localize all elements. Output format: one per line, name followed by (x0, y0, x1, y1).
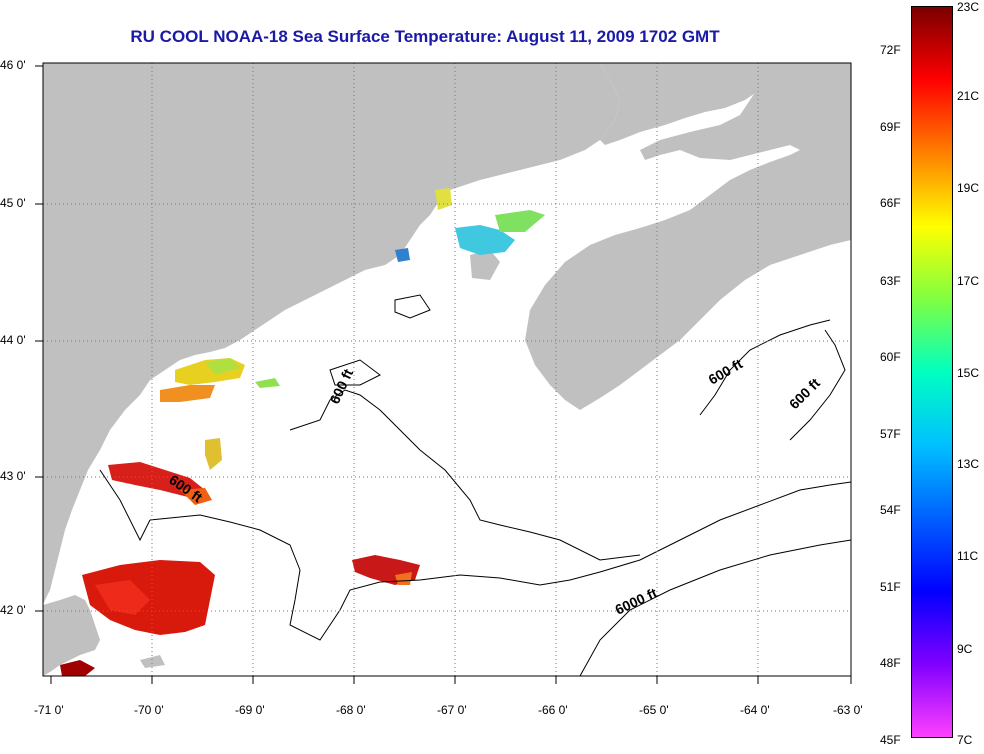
colorbar-c-label: 21C (957, 89, 980, 103)
sst-patch-green-small (255, 378, 280, 388)
sst-patch-coast-orange (160, 385, 215, 402)
contour-600ft-scotian (699, 319, 831, 416)
colorbar-f-label: 72F (880, 43, 901, 57)
sst-patch-yellow-mid (205, 438, 222, 470)
land-island (140, 655, 165, 668)
contour-600ft-inner (289, 389, 641, 561)
colorbar-f-label: 60F (880, 350, 901, 364)
colorbar-f-label: 69F (880, 120, 901, 134)
colorbar-f-label: 48F (880, 656, 901, 670)
land-new-brunswick (600, 63, 780, 145)
contour-6000ft (579, 539, 852, 677)
x-tick-label: -68 0' (336, 703, 366, 717)
grid-lines (43, 63, 851, 676)
depth-contours (99, 294, 852, 677)
land-nova-scotia (525, 63, 851, 410)
colorbar-f-label: 57F (880, 427, 901, 441)
land-new-england (43, 63, 620, 605)
colorbar-c-label: 13C (957, 457, 980, 471)
x-tick-label: -63 0' (833, 703, 863, 717)
y-tick-label: 43 0' (0, 469, 26, 483)
colorbar (911, 6, 953, 738)
colorbar-f-label: 51F (880, 580, 901, 594)
x-tick-label: -66 0' (538, 703, 568, 717)
y-tick-label: 46 0' (0, 58, 26, 72)
colorbar-c-label: 15C (957, 366, 980, 380)
contour-600ft-shelf (99, 469, 151, 542)
sst-patch-warm-ma-bay-light (95, 580, 150, 615)
sst-patch-georges-orange (395, 572, 412, 585)
y-tick-label: 42 0' (0, 603, 26, 617)
x-tick-label: -65 0' (639, 703, 669, 717)
colorbar-f-label: 63F (880, 274, 901, 288)
sst-patch-blue (395, 248, 410, 262)
land-grand-manan (470, 250, 500, 280)
colorbar-f-label: 45F (880, 733, 901, 747)
land-cape-cod (43, 595, 100, 676)
sst-patch-bay-green (495, 210, 545, 232)
colorbar-c-label: 19C (957, 181, 980, 195)
y-tick-label: 44 0' (0, 333, 26, 347)
map-frame (42, 62, 852, 677)
colorbar-c-label: 17C (957, 274, 980, 288)
contour-loop-2 (394, 294, 431, 319)
x-tick-label: -71 0' (34, 703, 64, 717)
colorbar-c-label: 11C (957, 549, 979, 563)
map-title: RU COOL NOAA-18 Sea Surface Temperature:… (130, 27, 720, 46)
sst-patch-warm-south (60, 660, 95, 676)
sst-patch-orange-gulf (180, 488, 212, 505)
sst-patch-warm-ma-bay (82, 560, 215, 635)
colorbar-c-label: 7C (957, 733, 973, 747)
x-tick-label: -69 0' (235, 703, 265, 717)
x-tick-label: -70 0' (134, 703, 164, 717)
x-tick-label: -64 0' (740, 703, 770, 717)
contour-600ft-scotian-2 (789, 329, 846, 441)
colorbar-f-label: 54F (880, 503, 901, 517)
sst-patch-coast-green (205, 358, 240, 375)
colorbar-f-label: 66F (880, 196, 901, 210)
axis-ticks (35, 65, 852, 684)
colorbar-c-label: 9C (957, 642, 973, 656)
y-tick-label: 45 0' (0, 196, 26, 210)
contour-loop-1 (329, 359, 381, 386)
x-tick-label: -67 0' (437, 703, 467, 717)
colorbar-c-label: 23C (957, 0, 980, 14)
sst-patches (60, 188, 545, 676)
sst-patch-bay-cyan (455, 225, 515, 255)
contour-600ft-gulf (149, 481, 852, 641)
